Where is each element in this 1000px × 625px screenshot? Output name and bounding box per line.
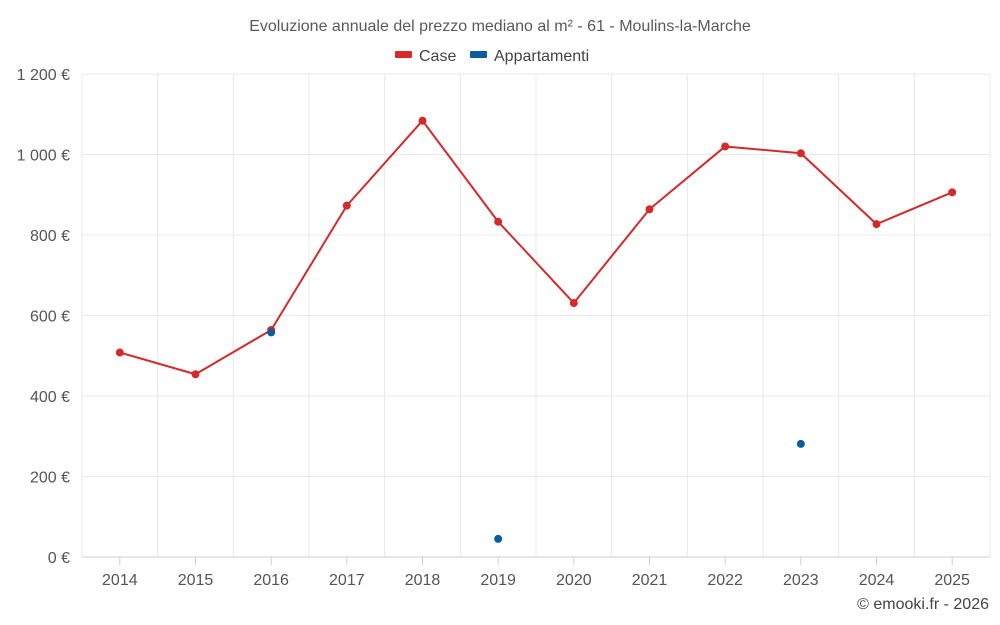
y-tick-label: 1 000 € bbox=[17, 148, 70, 165]
x-tick-label: 2021 bbox=[632, 572, 668, 589]
x-tick-label: 2015 bbox=[178, 572, 214, 589]
series-line-case bbox=[119, 119, 953, 376]
data-point-case[interactable] bbox=[418, 116, 427, 125]
x-tick-label: 2024 bbox=[859, 572, 895, 589]
x-tick-label: 2019 bbox=[480, 572, 516, 589]
data-point-case[interactable] bbox=[721, 142, 730, 151]
data-point-case[interactable] bbox=[494, 217, 503, 226]
legend-item-appartamenti[interactable]: Appartamenti bbox=[470, 48, 589, 65]
x-tick-label: 2023 bbox=[783, 572, 819, 589]
y-tick-label: 800 € bbox=[30, 228, 70, 245]
data-point-case[interactable] bbox=[645, 205, 654, 214]
y-tick-label: 0 € bbox=[48, 550, 70, 567]
axes: 0 € 200 € 400 € 600 € 800 € 1 000 € 1 200 € 201… bbox=[17, 67, 990, 589]
y-tick-label: 200 € bbox=[30, 470, 70, 487]
legend-label-case: Case bbox=[419, 48, 456, 65]
data-point-case[interactable] bbox=[872, 220, 881, 229]
legend-swatch-case bbox=[395, 51, 412, 58]
grid bbox=[81, 73, 991, 557]
x-tick-label: 2014 bbox=[102, 572, 138, 589]
data-point-case[interactable] bbox=[569, 299, 578, 308]
credit-text: © emooki.fr - 2026 bbox=[857, 596, 989, 613]
chart-title: Evoluzione annuale del prezzo mediano al… bbox=[249, 18, 751, 35]
data-point-appartamenti[interactable] bbox=[494, 534, 503, 543]
x-tick-label: 2017 bbox=[329, 572, 365, 589]
x-tick-label: 2022 bbox=[707, 572, 743, 589]
x-tick-label: 2016 bbox=[253, 572, 289, 589]
data-point-appartamenti[interactable] bbox=[267, 328, 276, 337]
x-tick-label: 2025 bbox=[934, 572, 970, 589]
y-tick-label: 400 € bbox=[30, 389, 70, 406]
legend-swatch-appartamenti bbox=[470, 51, 487, 58]
data-point-case[interactable] bbox=[115, 348, 124, 357]
legend-item-case[interactable]: Case bbox=[395, 48, 456, 65]
data-point-case[interactable] bbox=[342, 201, 351, 210]
data-point-case[interactable] bbox=[796, 149, 805, 158]
y-tick-label: 1 200 € bbox=[17, 67, 70, 84]
y-tick-label: 600 € bbox=[30, 309, 70, 326]
legend: Case Appartamenti bbox=[395, 48, 589, 65]
data-point-case[interactable] bbox=[191, 370, 200, 379]
x-tick-label: 2020 bbox=[556, 572, 592, 589]
data-point-appartamenti[interactable] bbox=[796, 439, 805, 448]
data-point-case[interactable] bbox=[948, 188, 957, 197]
series bbox=[115, 116, 957, 543]
x-tick-label: 2018 bbox=[405, 572, 441, 589]
legend-label-appartamenti: Appartamenti bbox=[494, 48, 589, 65]
